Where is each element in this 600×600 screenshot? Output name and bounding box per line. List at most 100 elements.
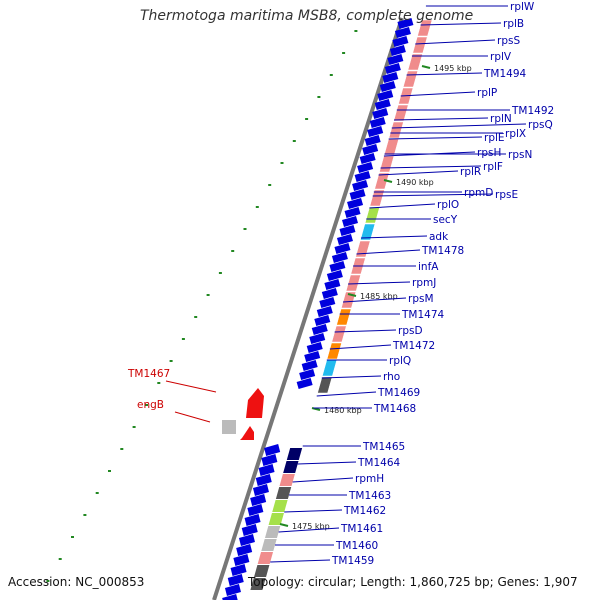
gene-label-rplq: rplQ bbox=[389, 355, 411, 367]
skew-dot bbox=[58, 558, 62, 560]
forward-gene-arrow bbox=[357, 162, 374, 173]
cog-segment bbox=[417, 19, 433, 37]
forward-gene-arrow bbox=[364, 135, 381, 146]
skew-dot bbox=[132, 426, 136, 428]
forward-gene-arrow bbox=[382, 72, 399, 83]
cog-segment bbox=[388, 121, 404, 139]
skew-dot bbox=[157, 382, 161, 384]
forward-gene-arrow bbox=[319, 297, 336, 308]
forward-gene-arrow bbox=[244, 514, 261, 526]
cog-segment bbox=[331, 325, 347, 343]
leader-line bbox=[380, 165, 482, 169]
skew-dot bbox=[231, 250, 235, 252]
forward-strand-track bbox=[222, 18, 414, 600]
skew-dot bbox=[206, 294, 210, 296]
cog-segment bbox=[355, 240, 371, 258]
cog-segment bbox=[407, 53, 423, 71]
tick-mark bbox=[279, 523, 289, 527]
reverse-strand-track bbox=[222, 388, 264, 440]
leader-line bbox=[372, 193, 494, 197]
cog-segment bbox=[402, 70, 419, 88]
skew-dot bbox=[255, 206, 259, 208]
skew-dot bbox=[342, 52, 346, 54]
skew-dot bbox=[95, 492, 99, 494]
leader-line bbox=[378, 170, 459, 176]
cog-segment bbox=[283, 461, 299, 473]
leader-line bbox=[388, 136, 483, 140]
forward-gene-arrow bbox=[261, 454, 278, 466]
scale-ticks: 1495 kbp 1490 kbp 1485 kbp 1480 kbp 1475 kbp bbox=[279, 64, 472, 531]
leader-line bbox=[292, 477, 354, 483]
leader-line bbox=[270, 559, 331, 563]
forward-gene-arrow bbox=[264, 444, 281, 456]
skew-dot bbox=[329, 74, 333, 76]
forward-gene-arrow bbox=[389, 45, 406, 56]
gene-label-tm1464: TM1464 bbox=[357, 457, 401, 469]
gene-label-tm1472: TM1472 bbox=[392, 340, 435, 352]
gc-skew-track bbox=[46, 30, 358, 582]
forward-gene-arrow bbox=[372, 108, 389, 119]
forward-gene-arrow bbox=[349, 189, 366, 200]
cog-segment bbox=[364, 206, 380, 224]
tick-mark bbox=[383, 179, 393, 183]
cog-segment bbox=[264, 526, 281, 538]
leader-line bbox=[360, 235, 428, 239]
forward-gene-arrow bbox=[311, 324, 328, 335]
gene-label-rpln: rplN bbox=[490, 113, 512, 125]
gene-label-tm1461: TM1461 bbox=[340, 523, 383, 535]
skew-dot bbox=[169, 360, 173, 362]
gene-label-tm1492: TM1492 bbox=[511, 105, 554, 117]
forward-gene-arrow bbox=[324, 279, 341, 290]
forward-gene-arrow bbox=[374, 99, 391, 110]
forward-gene-arrow bbox=[342, 216, 358, 227]
cog-segment bbox=[279, 474, 295, 486]
cog-segment bbox=[345, 274, 361, 292]
leader-line bbox=[174, 411, 211, 423]
forward-gene-arrow bbox=[326, 270, 343, 281]
cog-segment bbox=[326, 342, 342, 360]
leader-line bbox=[348, 281, 411, 285]
leader-line bbox=[391, 123, 527, 129]
gene-label-rpss: rpsS bbox=[497, 35, 520, 47]
leader-line bbox=[343, 297, 407, 303]
gene-TM1467-glyph bbox=[246, 388, 264, 418]
gene-label-engb: engB bbox=[137, 399, 164, 411]
skew-dot bbox=[145, 404, 148, 406]
gene-label-rpsn: rpsN bbox=[508, 149, 532, 161]
map-title: Thermotoga maritima MSB8, complete genom… bbox=[140, 8, 474, 24]
gene-label-tm1494: TM1494 bbox=[483, 68, 527, 80]
gene-label-adk: adk bbox=[429, 231, 449, 243]
cog-segment bbox=[412, 36, 428, 54]
cog-segment bbox=[250, 578, 266, 590]
skew-dot bbox=[292, 140, 296, 142]
cog-segment bbox=[336, 308, 352, 326]
forward-gene-arrow bbox=[238, 534, 255, 546]
cog-segment bbox=[275, 487, 292, 499]
gene-label-rpsd: rpsD bbox=[398, 325, 423, 337]
gene-label-tm1468: TM1468 bbox=[373, 403, 416, 415]
cog-segment bbox=[369, 189, 385, 207]
forward-gene-arrow bbox=[329, 261, 346, 272]
gene-label-tm1467: TM1467 bbox=[127, 368, 170, 380]
forward-gene-arrow bbox=[321, 288, 338, 299]
gene-label-tm1478: TM1478 bbox=[421, 245, 464, 257]
genome-summary-text: Topology: circular; Length: 1,860,725 bp… bbox=[248, 575, 578, 589]
accession-text: Accession: NC_000853 bbox=[8, 575, 145, 589]
skew-dot bbox=[71, 536, 74, 538]
leader-line bbox=[165, 380, 217, 393]
forward-gene-arrow bbox=[339, 225, 356, 236]
forward-gene-arrow bbox=[331, 252, 348, 263]
forward-gene-arrow bbox=[316, 306, 333, 317]
forward-gene-arrow bbox=[258, 464, 275, 476]
forward-gene-arrow bbox=[227, 574, 244, 586]
backbone-track bbox=[212, 17, 404, 600]
leader-line bbox=[334, 329, 397, 333]
cog-segment bbox=[268, 513, 284, 525]
forward-gene-arrow bbox=[314, 315, 331, 326]
skew-dot bbox=[354, 30, 358, 32]
tick-mark bbox=[347, 293, 357, 297]
tick-label: 1490 kbp bbox=[396, 178, 434, 187]
forward-gene-arrow bbox=[301, 360, 318, 371]
